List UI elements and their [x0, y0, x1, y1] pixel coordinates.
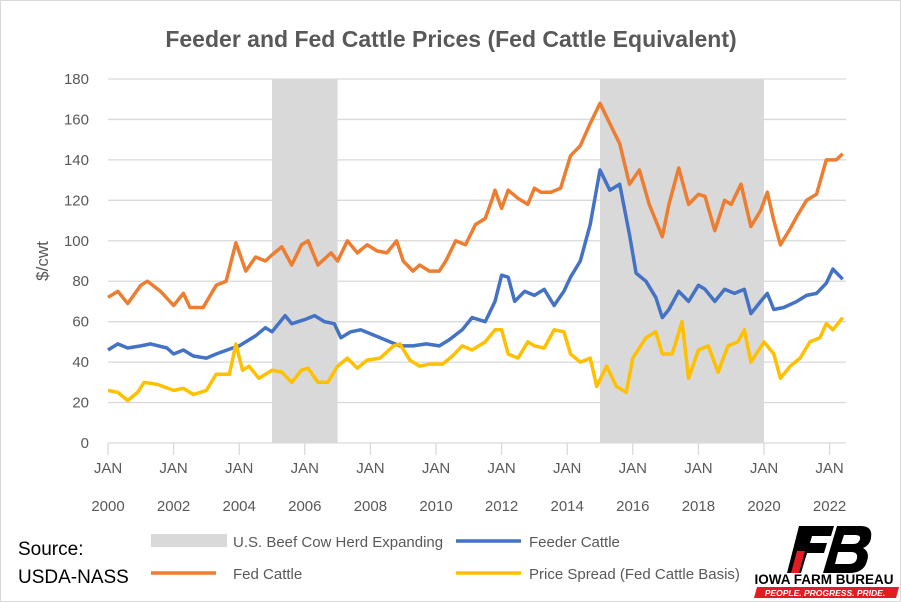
- x-tick-month: JAN: [291, 460, 319, 477]
- y-axis-label: $/cwt: [33, 241, 52, 281]
- y-tick-label: 140: [64, 152, 89, 169]
- x-tick-month: JAN: [356, 460, 384, 477]
- source-value: USDA-NASS: [18, 567, 129, 588]
- y-tick-label: 100: [64, 233, 89, 250]
- x-tick-year: 2000: [91, 498, 124, 515]
- x-tick-month: JAN: [619, 460, 647, 477]
- series-line-fed-cattle: [107, 101, 844, 310]
- x-tick-year: 2004: [223, 498, 256, 515]
- legend-label: Fed Cattle: [233, 566, 302, 583]
- x-tick-year: 2008: [354, 498, 387, 515]
- y-tick-label: 180: [64, 71, 89, 88]
- x-tick-month: JAN: [487, 460, 515, 477]
- x-tick-year: 2016: [616, 498, 649, 515]
- x-tick-month: JAN: [815, 460, 843, 477]
- y-tick-label: 160: [64, 111, 89, 128]
- y-tick-label: 60: [72, 314, 89, 331]
- x-tick-year: 2010: [419, 498, 452, 515]
- x-tick-month: JAN: [553, 460, 581, 477]
- series-line-feeder-cattle: [107, 168, 844, 360]
- x-tick-year: 2002: [157, 498, 190, 515]
- iowa-farm-bureau-logo: IOWA FARM BUREAU PEOPLE. PROGRESS. PRIDE…: [754, 526, 899, 598]
- legend-label: Feeder Cattle: [529, 534, 620, 551]
- x-tick-month: JAN: [750, 460, 778, 477]
- logo-text: IOWA FARM BUREAU: [755, 572, 894, 587]
- logo-tagline: PEOPLE. PROGRESS. PRIDE.: [765, 588, 885, 598]
- y-tick-label: 0: [81, 435, 89, 452]
- shaded-region: [272, 79, 338, 443]
- x-tick-year: 2014: [551, 498, 584, 515]
- x-tick-year: 2020: [747, 498, 780, 515]
- y-tick-label: 20: [72, 395, 89, 412]
- legend-label-shaded: U.S. Beef Cow Herd Expanding: [233, 534, 443, 551]
- x-tick-year: 2012: [485, 498, 518, 515]
- y-tick-label: 120: [64, 192, 89, 209]
- x-tick-month: JAN: [684, 460, 712, 477]
- x-tick-month: JAN: [225, 460, 253, 477]
- source-label: Source:: [18, 539, 84, 560]
- shaded-region: [600, 79, 764, 443]
- legend: U.S. Beef Cow Herd Expanding Feeder Cattl…: [151, 534, 740, 583]
- series-line-price-spread-fed-cattle-basis-: [107, 316, 845, 403]
- y-tick-label: 80: [72, 273, 89, 290]
- x-tick-month: JAN: [422, 460, 450, 477]
- legend-label: Price Spread (Fed Cattle Basis): [529, 566, 740, 583]
- x-tick-year: 2022: [813, 498, 846, 515]
- x-tick-year: 2006: [288, 498, 321, 515]
- legend-swatch-shaded: [151, 534, 227, 547]
- x-tick-month: JAN: [94, 460, 122, 477]
- x-tick-year: 2018: [682, 498, 715, 515]
- x-tick-month: JAN: [159, 460, 187, 477]
- chart-title: Feeder and Fed Cattle Prices (Fed Cattle…: [165, 26, 736, 52]
- y-tick-label: 40: [72, 354, 89, 371]
